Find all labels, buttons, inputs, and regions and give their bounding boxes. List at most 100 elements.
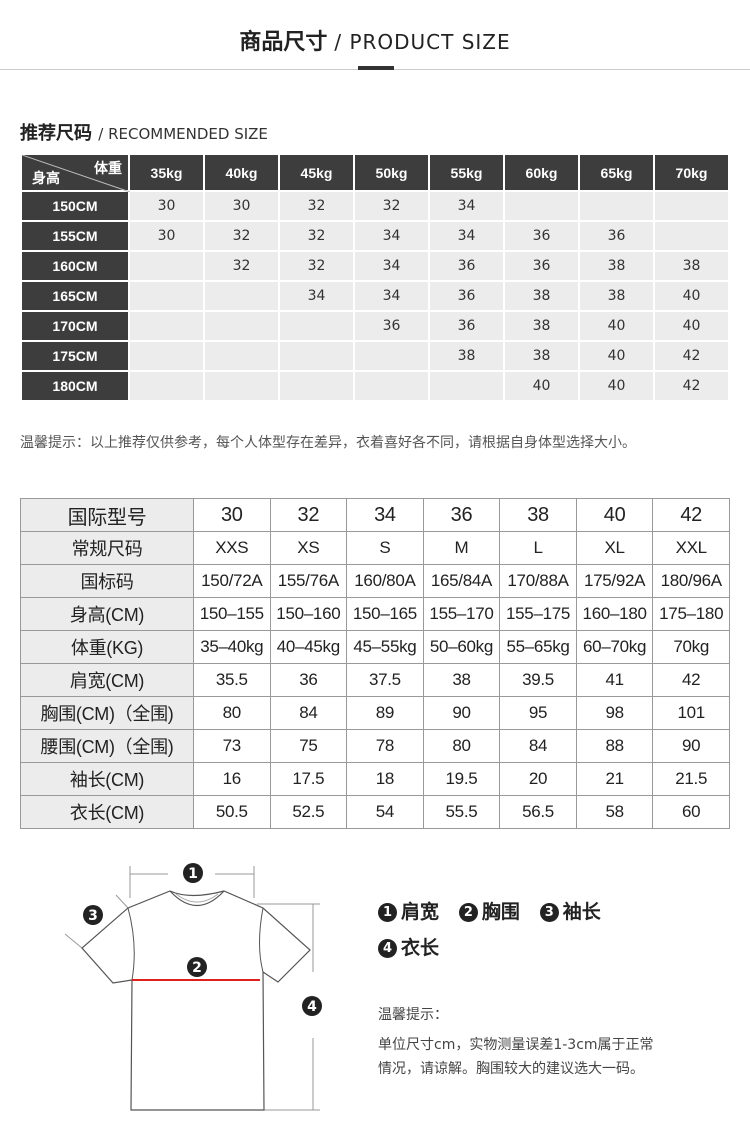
value-cell: XXS — [193, 531, 271, 565]
value-cell: 101 — [652, 696, 730, 730]
size-cell: 36 — [428, 310, 505, 342]
value-cell: 40–45kg — [269, 630, 348, 664]
size-cell: 40 — [578, 310, 655, 342]
value-cell: 84 — [499, 729, 577, 763]
size-cell: 38 — [503, 280, 580, 312]
value-cell: 78 — [346, 729, 424, 763]
row-label: 腰围(CM)（全围) — [20, 729, 194, 763]
value-cell: 17.5 — [269, 762, 348, 796]
size-cell: 38 — [428, 340, 505, 372]
value-cell: 52.5 — [269, 795, 348, 829]
row-label: 国标码 — [20, 564, 194, 598]
size-cell: 30 — [203, 190, 280, 222]
legend-num-4: 4 — [378, 939, 397, 958]
size-cell: 38 — [503, 310, 580, 342]
row-label: 袖长(CM) — [20, 762, 194, 796]
value-cell: 58 — [575, 795, 654, 829]
value-cell: 55–65kg — [499, 630, 577, 664]
value-cell: 37.5 — [346, 663, 424, 697]
legend-chest: 胸围 — [481, 901, 520, 923]
size-cell: 34 — [353, 280, 430, 312]
value-cell: 150/72A — [193, 564, 271, 598]
value-cell: 54 — [346, 795, 424, 829]
notice-text: 温馨提示：以上推荐仅供参考，每个人体型存在差异，衣着喜好各不同，请根据自身体型选… — [20, 435, 636, 451]
value-cell: XL — [575, 531, 654, 565]
weight-header-row: 体重 身高 35kg 40kg 45kg 50kg 55kg 60kg 65kg 70kg — [20, 153, 730, 192]
size-cell: 32 — [278, 250, 355, 282]
value-cell: 165/84A — [422, 564, 501, 598]
legend-num-3: 3 — [539, 903, 559, 922]
size-cell: 38 — [578, 280, 655, 312]
page-title: 商品尺寸 / PRODUCT SIZE — [0, 24, 750, 56]
size-cell: 40 — [503, 370, 580, 402]
legend-length: 衣长 — [401, 937, 440, 959]
value-cell: 50.5 — [193, 795, 271, 829]
size-cell — [128, 340, 205, 372]
size-cell: 36 — [503, 250, 580, 282]
value-cell: 32 — [269, 498, 348, 532]
size-cell — [578, 190, 655, 222]
value-cell: 41 — [575, 663, 654, 697]
value-cell: 16 — [193, 762, 271, 796]
row-label: 衣长(CM) — [20, 795, 194, 829]
value-cell: 155/76A — [269, 564, 348, 598]
size-cell: 36 — [428, 250, 505, 282]
size-cell: 34 — [428, 220, 505, 252]
table-row: 袖长(CM) 16 17.5 18 19.5 20 21 21.5 — [20, 762, 730, 796]
value-cell: 60 — [652, 795, 730, 829]
legend-num-1: 1 — [378, 903, 397, 922]
table-row: 腰围(CM)（全围) 73 75 78 80 84 88 90 — [20, 729, 730, 763]
size-cell: 38 — [578, 250, 655, 282]
table-row: 胸围(CM)（全围) 80 84 89 90 95 98 101 — [20, 696, 730, 730]
value-cell: 42 — [652, 498, 730, 532]
value-cell: 80 — [422, 729, 501, 763]
value-cell: 89 — [346, 696, 424, 730]
marker-1-label: 1 — [188, 866, 198, 882]
value-cell: 21.5 — [652, 762, 730, 796]
value-cell: 70kg — [652, 630, 730, 664]
tshirt-diagram: 1 3 2 4 — [64, 863, 322, 1111]
value-cell: 160–180 — [575, 597, 654, 631]
recommended-title: 推荐尺码 / RECOMMENDED SIZE — [20, 119, 268, 145]
corner-cell: 体重 身高 — [20, 153, 130, 192]
value-cell: 155–175 — [499, 597, 577, 631]
height-cell: 165CM — [20, 280, 130, 312]
value-cell: 98 — [575, 696, 654, 730]
size-cell: 34 — [278, 280, 355, 312]
size-cell — [428, 370, 505, 402]
recommended-title-en: / RECOMMENDED SIZE — [98, 125, 268, 143]
value-cell: 18 — [346, 762, 424, 796]
table-row: 150CM 30 30 32 32 34 — [20, 190, 730, 222]
weight-header: 40kg — [203, 153, 280, 192]
weight-header: 45kg — [278, 153, 355, 192]
weight-header: 55kg — [428, 153, 505, 192]
size-cell: 42 — [653, 370, 730, 402]
row-label: 国际型号 — [20, 498, 194, 532]
value-cell: 19.5 — [422, 762, 501, 796]
value-cell: M — [422, 531, 501, 565]
measurement-legend: 1 肩宽 2 胸围 3 袖长 4 衣长 — [378, 894, 601, 966]
size-cell: 36 — [503, 220, 580, 252]
row-label: 胸围(CM)（全围) — [20, 696, 194, 730]
value-cell: 20 — [499, 762, 577, 796]
value-cell: 21 — [575, 762, 654, 796]
value-cell: 36 — [422, 498, 501, 532]
weight-header: 65kg — [578, 153, 655, 192]
value-cell: 73 — [193, 729, 271, 763]
value-cell: 36 — [269, 663, 348, 697]
height-cell: 160CM — [20, 250, 130, 282]
table-row: 体重(KG) 35–40kg 40–45kg 45–55kg 50–60kg 55–65k… — [20, 630, 730, 664]
weight-header: 50kg — [353, 153, 430, 192]
value-cell: 30 — [193, 498, 271, 532]
table-row: 肩宽(CM) 35.5 36 37.5 38 39.5 41 42 — [20, 663, 730, 697]
corner-weight-label: 体重 — [94, 160, 122, 176]
size-cell — [128, 310, 205, 342]
title-en: / PRODUCT SIZE — [334, 30, 511, 54]
value-cell: 155–170 — [422, 597, 501, 631]
size-cell: 32 — [278, 190, 355, 222]
size-cell — [653, 220, 730, 252]
size-cell: 34 — [353, 220, 430, 252]
corner-height-label: 身高 — [32, 170, 60, 186]
row-label: 肩宽(CM) — [20, 663, 194, 697]
size-cell — [128, 250, 205, 282]
